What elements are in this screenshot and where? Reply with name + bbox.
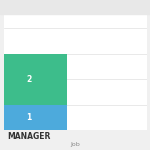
X-axis label: Job: Job	[71, 142, 80, 147]
Text: 1: 1	[27, 113, 32, 122]
Bar	[0, 54, 67, 105]
Text: 2: 2	[27, 75, 32, 84]
Bar	[0, 105, 67, 130]
